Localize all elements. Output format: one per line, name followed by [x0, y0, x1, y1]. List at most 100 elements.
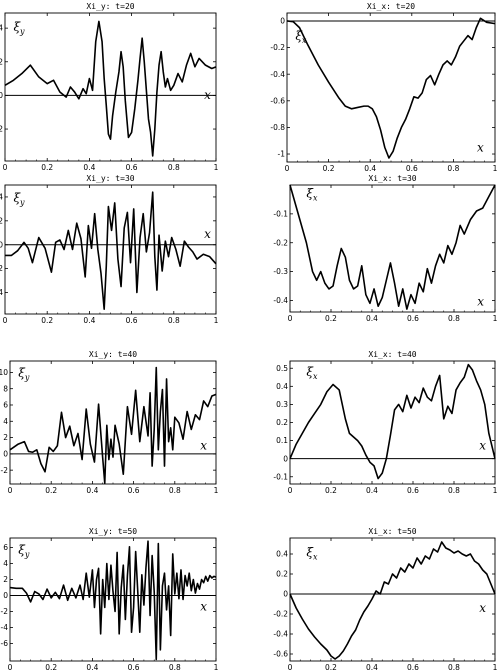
x-tick-label: 0.6	[407, 314, 419, 323]
x-tick-label: 0.2	[325, 314, 337, 323]
y-axis-subscript: x	[313, 372, 318, 381]
chart-title: Xi_y: t=20	[86, 2, 134, 11]
x-tick-label: 0	[8, 663, 13, 671]
y-tick-label: 4	[0, 193, 3, 202]
y-tick-label: 0	[0, 240, 3, 249]
x-tick-label: 0.2	[41, 316, 53, 325]
y-tick-label: 0	[3, 591, 8, 600]
chart-title: Xi_x: t=30	[368, 174, 416, 183]
series-line	[9, 540, 217, 661]
chart-title: Xi_x: t=20	[367, 2, 415, 11]
y-axis-subscript: y	[19, 198, 25, 207]
y-tick-label: -0.4	[270, 70, 285, 79]
series-line	[4, 20, 217, 157]
chart-panel-6: Xi_x: t=400 0.2 0.4 0.6 0.8 1-0.100.10.20.30.…	[273, 350, 497, 495]
y-axis-label: ξy	[13, 191, 25, 207]
x-tick-label: 0.4	[366, 663, 378, 671]
y-axis-label: ξx	[306, 187, 318, 203]
chart-panel-7: Xi_y: t=50 0 0.2 0.4 0.6 0.8 1 -6 -4 -2 0 2 4 6 ξy x	[1, 527, 219, 671]
y-axis-subscript: x	[313, 552, 318, 561]
x-axis-label: x	[477, 141, 484, 155]
chart-title: Xi_x: t=40	[368, 350, 416, 359]
y-tick-label: 4	[3, 417, 8, 426]
y-axis-label: ξx	[306, 365, 318, 381]
y-axis-label: ξy	[13, 20, 25, 36]
series-line	[289, 541, 496, 660]
y-tick-label: 0.4	[276, 382, 288, 391]
y-tick-label: 0	[283, 590, 288, 599]
plot-frame	[289, 537, 496, 662]
x-tick-label: 0.8	[448, 486, 460, 495]
x-tick-label: 0	[288, 486, 293, 495]
y-axis-symbol: ξ	[18, 543, 26, 557]
y-axis-symbol: ξ	[13, 20, 21, 34]
y-tick-label: -0.6	[273, 650, 288, 659]
series-line	[5, 191, 217, 311]
x-tick-label: 0.6	[406, 164, 418, 173]
y-tick-label: -0.2	[270, 43, 285, 52]
chart-panel-3: Xi_y: t=30 0 0.2 0.4 0.6 0.8 1 -4 -2 0 2 4 ξy x	[0, 174, 219, 325]
y-tick-label: 6	[3, 543, 8, 552]
x-tick-label: 0.2	[323, 164, 335, 173]
y-tick-label: 4	[3, 559, 8, 568]
x-tick-label: 0.2	[45, 486, 57, 495]
y-tick-label: -0.1	[273, 472, 288, 481]
y-tick-label: 0.2	[276, 570, 288, 579]
y-tick-label: -2	[1, 607, 9, 616]
series-line	[289, 363, 496, 480]
y-axis-symbol: ξ	[295, 29, 303, 43]
x-tick-label: 0.8	[169, 486, 181, 495]
x-tick-label: 0.6	[407, 486, 419, 495]
y-tick-label: 2	[0, 216, 3, 225]
y-axis-symbol: ξ	[13, 191, 21, 205]
y-axis-label: ξy	[18, 543, 30, 559]
y-tick-label: -4	[0, 288, 3, 297]
x-tick-label: 1	[214, 163, 219, 172]
x-tick-label: 0.2	[325, 663, 337, 671]
x-axis-label: x	[479, 601, 486, 615]
y-axis-subscript: x	[313, 194, 318, 203]
y-tick-label: 2	[0, 57, 3, 66]
x-tick-label: 0.2	[325, 486, 337, 495]
y-tick-label: 0	[283, 454, 288, 463]
y-axis-label: ξy	[18, 366, 30, 382]
chart-title: Xi_y: t=50	[89, 527, 137, 536]
x-tick-label: 0.8	[168, 316, 180, 325]
plot-frame	[9, 537, 217, 662]
x-tick-label: 0	[8, 486, 13, 495]
x-axis-label: x	[204, 227, 211, 241]
x-tick-label: 0.6	[126, 316, 138, 325]
x-tick-label: 0.8	[448, 314, 460, 323]
x-tick-label: 0	[3, 316, 8, 325]
x-axis-label: x	[200, 600, 207, 614]
y-tick-label: -2	[1, 466, 9, 475]
y-axis-label: ξx	[295, 29, 307, 45]
y-tick-label: 8	[3, 384, 8, 393]
y-tick-label: 0	[3, 449, 8, 458]
y-axis-label: ξx	[306, 545, 318, 561]
x-axis-label: x	[477, 295, 484, 309]
x-tick-label: 0.6	[128, 486, 140, 495]
y-tick-label: 0	[280, 17, 285, 26]
y-tick-label: -0.3	[273, 267, 288, 276]
x-tick-label: 0.4	[364, 164, 376, 173]
y-tick-label: 0	[0, 91, 3, 100]
x-tick-label: 0.8	[448, 663, 460, 671]
x-tick-label: 0.6	[407, 663, 419, 671]
y-axis-subscript: y	[24, 550, 30, 559]
y-tick-label: -0.2	[273, 610, 288, 619]
x-tick-label: 0	[288, 314, 293, 323]
x-tick-label: 0	[288, 663, 293, 671]
chart-panel-1: Xi_y: t=20 0 0.2 0.4 0.6 0.8 1 -2 0 2 4 ξy x	[0, 2, 219, 172]
x-tick-label: 0.4	[366, 314, 378, 323]
y-tick-label: 0.5	[276, 364, 288, 373]
series-line	[289, 184, 496, 310]
x-tick-label: 0.6	[126, 163, 138, 172]
x-tick-label: 1	[493, 314, 497, 323]
y-tick-label: 2	[3, 575, 8, 584]
y-tick-label: -0.4	[273, 296, 288, 305]
chart-panel-2: Xi_x: t=20 0 0.2 0.4 0.6 0.8 1 0 -0.2 -0.4 -0.6 -0.…	[270, 2, 497, 173]
y-tick-label: -0.6	[270, 96, 285, 105]
y-tick-label: -4	[1, 623, 9, 632]
chart-panel-5: Xi_y: t=40 0 0.2 0.4 0.6 0.8 1 -2 0 2 4 6 8 10 ξy x	[0, 350, 219, 495]
